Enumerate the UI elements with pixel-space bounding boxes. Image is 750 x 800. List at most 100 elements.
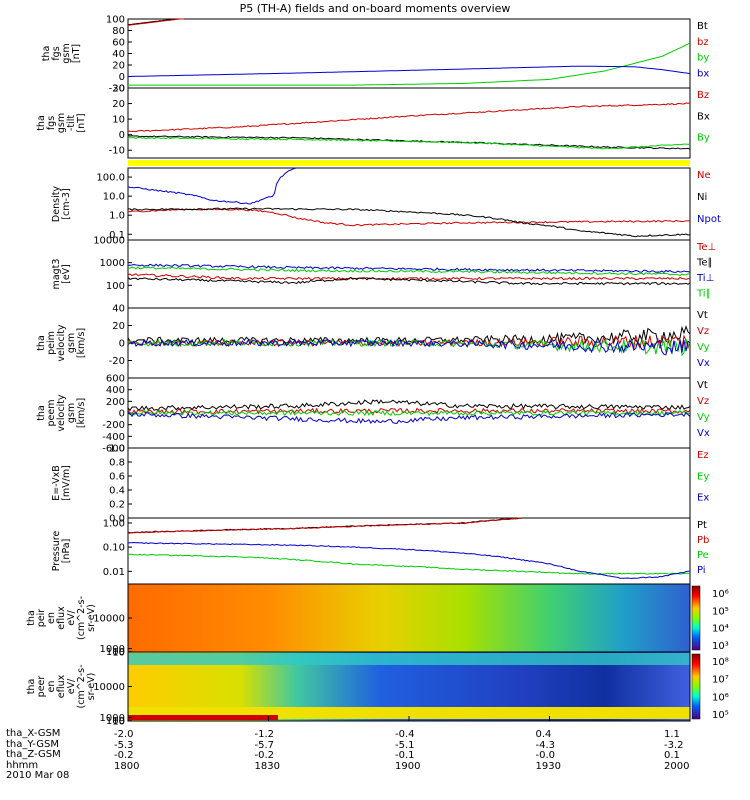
footer-value: -5.3: [114, 739, 134, 751]
series-line: [127, 277, 691, 286]
y-axis-label: -tilt: [66, 115, 77, 131]
y-tick-label: 10: [112, 115, 125, 126]
series-line: [127, 411, 691, 424]
y-axis-label: tha: [26, 679, 37, 695]
y-axis-label: peer: [36, 676, 47, 698]
legend-entry: Pb: [697, 535, 709, 546]
y-axis-label: fgs: [46, 116, 57, 130]
legend-entry: Vz: [697, 396, 709, 407]
footer-labels: tha_X-GSM tha_Y-GSM tha_Z-GSM hhmm 2010 …: [6, 728, 70, 782]
y-axis-label: peir: [36, 609, 47, 628]
y-tick-label: 1000: [100, 644, 125, 655]
footer-value: 1.1: [664, 729, 680, 740]
y-axis-label: en: [46, 612, 57, 624]
footer-value: -5.1: [395, 739, 415, 751]
legend-entry: Npot: [697, 214, 721, 225]
y-tick-label: 0.01: [103, 567, 125, 578]
panel-frame: [127, 18, 691, 89]
series-line: [127, 18, 185, 26]
y-axis-label: [km/s]: [76, 398, 87, 428]
y-tick-label: 0: [119, 130, 125, 141]
y-axis-label: velocity: [56, 394, 67, 432]
y-tick-label: 0.10: [103, 543, 125, 554]
footer-value: -0.0: [535, 750, 556, 762]
y-tick-label: 10000: [93, 236, 125, 247]
series-line: [127, 263, 691, 274]
y-axis-label: gsm: [66, 333, 77, 353]
footer-value: 0.1: [664, 750, 680, 762]
colorbar-tick-label: 10⁴: [712, 624, 729, 635]
legend-entry: Ni: [697, 192, 707, 203]
legend-entry: By: [697, 133, 710, 144]
chart-title: P5 (TH-A) fields and on-board moments ov…: [239, 2, 511, 15]
footer-value: 1900: [395, 760, 421, 772]
series-line: [128, 42, 691, 86]
legend-entry: Vz: [697, 326, 709, 337]
y-tick-label: -200: [102, 420, 125, 431]
legend-entry: Bx: [697, 111, 710, 122]
y-tick-label: 20: [112, 321, 125, 332]
legend-entry: Bt: [697, 21, 708, 32]
y-axis-label: tha: [36, 115, 47, 131]
footer-label-date: 2010 Mar 08: [6, 770, 70, 782]
y-tick-label: 0.2: [109, 500, 125, 511]
y-axis-label: en: [46, 681, 57, 693]
y-axis-label: (cm^2-s-: [76, 596, 87, 640]
colorbar-tick-label: 10⁵: [712, 710, 729, 721]
y-tick-label: 0.0: [109, 514, 125, 525]
y-axis-label: magt3: [51, 259, 62, 290]
y-tick-label: 10: [112, 648, 125, 659]
legend-entry: Te∥: [696, 258, 713, 269]
y-tick-label: 1000: [100, 713, 125, 724]
footer-value: -3.2: [664, 739, 684, 751]
y-tick-label: 10: [112, 716, 125, 727]
y-tick-label: -20: [109, 84, 125, 95]
panel-frame: [127, 239, 691, 309]
series-line: [127, 399, 691, 412]
y-axis-label: [nT]: [76, 113, 87, 132]
panel-frame: [127, 167, 691, 241]
y-axis-label: [eV]: [61, 264, 72, 284]
y-tick-label: 100.0: [96, 173, 125, 184]
y-tick-label: 100: [106, 647, 125, 658]
y-tick-label: 100: [106, 15, 125, 26]
y-axis-label: eV/: [66, 609, 77, 625]
footer-value: -4.3: [535, 739, 556, 751]
y-tick-label: 0.1: [109, 230, 125, 241]
series-line: [127, 136, 691, 150]
y-axis-label: tha: [36, 405, 47, 421]
footer-value: -0.2: [114, 750, 134, 762]
footer-value: -0.1: [395, 750, 415, 762]
series-line: [128, 207, 691, 238]
series-line: [127, 18, 185, 26]
y-tick-label: 40: [112, 304, 125, 315]
colorbar: [691, 653, 701, 720]
legend-entry: Vx: [697, 358, 710, 369]
footer-label-x: tha_X-GSM: [6, 728, 61, 739]
y-tick-label: 0: [119, 72, 125, 83]
series-line: [127, 541, 691, 580]
legend-entry: Vy: [697, 412, 710, 423]
y-tick-label: 60: [112, 38, 125, 49]
y-axis-label: velocity: [56, 324, 67, 362]
legend-entry: Vt: [697, 380, 708, 391]
y-axis-label: [km/s]: [76, 328, 87, 358]
legend-entry: Ti∥: [696, 289, 711, 300]
y-axis-label: eV/: [66, 678, 77, 694]
y-tick-label: 0.8: [109, 458, 125, 469]
y-tick-label: 80: [112, 26, 125, 37]
footer-value: 1830: [254, 760, 280, 772]
colorbar-tick-label: 10⁵: [712, 606, 729, 617]
y-tick-label: 1.00: [103, 518, 125, 529]
y-axis-label: tha: [26, 610, 37, 626]
y-axis-label: eflux: [56, 606, 67, 630]
y-tick-label: 1.0: [109, 211, 125, 222]
legend-entry: bx: [697, 68, 709, 79]
y-tick-label: 0.4: [109, 486, 125, 497]
footer-value: 1800: [114, 760, 140, 772]
y-tick-label: 400: [106, 385, 125, 396]
series-line: [127, 273, 691, 281]
footer-label-z: tha_Z-GSM: [6, 749, 61, 761]
y-tick-label: 0: [119, 409, 125, 420]
